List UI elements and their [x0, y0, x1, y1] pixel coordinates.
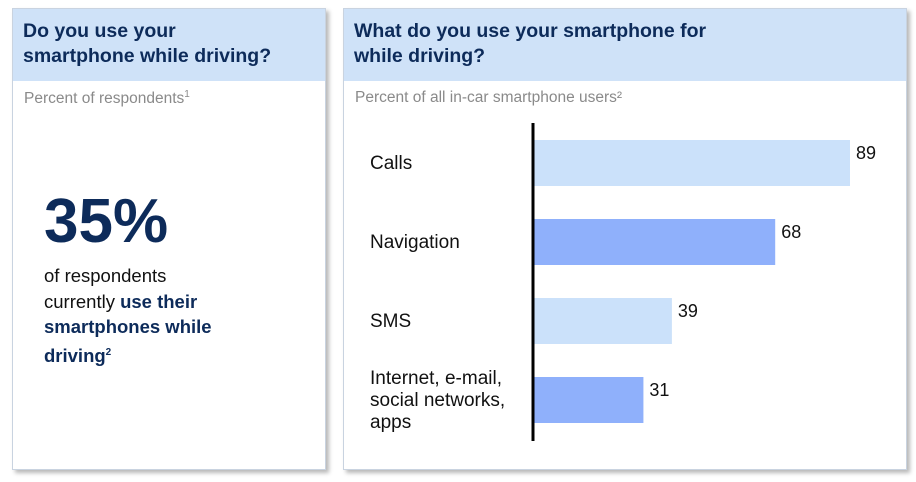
- bar-value-label-1: 68: [781, 222, 801, 242]
- left-panel-header: Do you use your smartphone while driving…: [13, 9, 325, 81]
- right-panel: What do you use your smartphone for whil…: [343, 8, 907, 470]
- left-title-line1: Do you use your: [23, 20, 176, 42]
- right-panel-header: What do you use your smartphone for whil…: [344, 9, 906, 81]
- stat-line1: of respondents: [44, 265, 167, 286]
- stat-line4-bold: driving: [44, 344, 106, 366]
- category-label-2: SMS: [370, 311, 411, 332]
- right-subtitle: Percent of all in-car smartphone users²: [355, 89, 623, 106]
- left-panel: Do you use your smartphone while driving…: [12, 8, 326, 470]
- category-label-0: Calls: [370, 153, 412, 174]
- stat-description: of respondents currently use their smart…: [44, 263, 314, 368]
- left-subtitle-footnote: 1: [184, 89, 190, 100]
- bar-0: [533, 140, 850, 186]
- big-percentage: 35%: [44, 187, 169, 256]
- left-title-line2: smartphone while driving?: [23, 45, 272, 67]
- bar-value-label-2: 39: [678, 301, 698, 321]
- bar-3: [533, 377, 644, 423]
- stat-footnote: 2: [105, 346, 112, 358]
- bar-chart: 89 Calls 68 Navigation 39 SMS 31 Internet, e-ma…: [370, 123, 876, 441]
- stat-line3-bold: smartphones while: [44, 316, 212, 337]
- right-title-line1: What do you use your smartphone for: [354, 20, 707, 42]
- bar-2: [533, 298, 672, 344]
- stat-line2-plain: currently: [44, 290, 121, 312]
- bar-value-label-3: 31: [649, 380, 669, 400]
- left-subtitle-text: Percent of respondents: [24, 90, 185, 108]
- category-label-3: Internet, e-mail, social networks, apps: [370, 368, 505, 433]
- left-subtitle: Percent of respondents1: [24, 89, 190, 108]
- category-label-1: Navigation: [370, 232, 460, 253]
- stat-line2-bold: use their: [120, 290, 198, 312]
- bar-value-label-0: 89: [856, 143, 876, 163]
- bar-1: [533, 219, 776, 265]
- right-title-line2: while driving?: [354, 45, 486, 67]
